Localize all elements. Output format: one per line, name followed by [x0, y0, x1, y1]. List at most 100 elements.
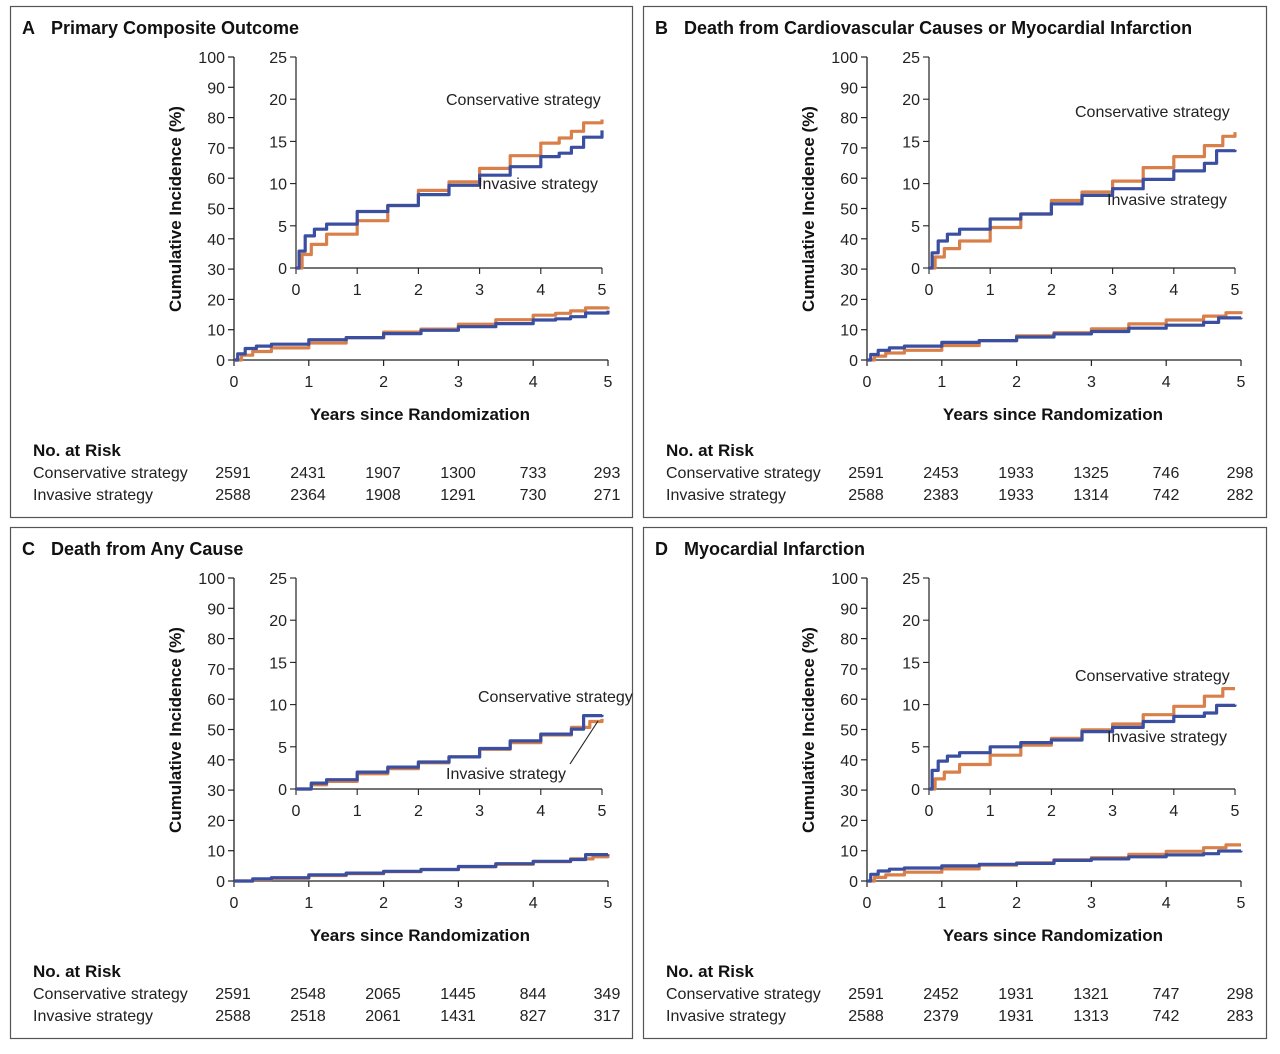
y-tick-label: 10 [207, 323, 225, 340]
x-axis-title: Years since Randomization [943, 926, 1163, 945]
inset-x-tick-label: 3 [1108, 282, 1117, 299]
risk-cell: 271 [594, 487, 621, 504]
inset-x-tick-label: 0 [292, 803, 301, 820]
y-tick-label: 20 [840, 292, 858, 309]
y-tick-label: 50 [840, 723, 858, 740]
inset-invasive-series-line [929, 149, 1237, 270]
risk-cell: 2065 [365, 986, 401, 1003]
panel-title: Primary Composite Outcome [51, 18, 299, 38]
x-tick-label: 2 [379, 374, 388, 391]
y-tick-label: 90 [840, 601, 858, 618]
inset-y-tick-label: 0 [911, 782, 920, 799]
x-tick-label: 5 [604, 895, 613, 912]
risk-row-label: Conservative strategy [666, 986, 821, 1003]
x-tick-label: 4 [1162, 895, 1171, 912]
risk-cell: 742 [1153, 1008, 1180, 1025]
risk-cell: 2591 [215, 465, 251, 482]
x-axis-title: Years since Randomization [310, 926, 530, 945]
risk-cell: 1908 [365, 487, 401, 504]
y-tick-label: 40 [840, 232, 858, 249]
x-tick-label: 3 [1087, 895, 1096, 912]
inset-x-tick-label: 5 [1231, 803, 1240, 820]
x-tick-label: 4 [1162, 374, 1171, 391]
y-tick-label: 60 [840, 692, 858, 709]
risk-cell: 733 [520, 465, 547, 482]
inset-y-tick-label: 5 [278, 740, 287, 757]
x-tick-label: 3 [454, 374, 463, 391]
y-tick-label: 70 [840, 662, 858, 679]
risk-cell: 2591 [215, 986, 251, 1003]
inset-y-tick-label: 10 [269, 698, 287, 715]
risk-table-heading: No. at Risk [33, 962, 121, 981]
x-tick-label: 5 [1237, 374, 1246, 391]
risk-table-heading: No. at Risk [666, 441, 754, 460]
chart-panel-b: B Death from Cardiovascular Causes or Myo… [642, 5, 1268, 519]
risk-cell: 844 [520, 986, 547, 1003]
risk-cell: 2379 [923, 1008, 959, 1025]
risk-cell: 1300 [440, 465, 476, 482]
inset-y-tick-label: 20 [902, 92, 920, 109]
inset-x-tick-label: 2 [414, 282, 423, 299]
inset-x-tick-label: 4 [1169, 282, 1178, 299]
inset-x-tick-label: 2 [1047, 803, 1056, 820]
inset-y-tick-label: 10 [902, 698, 920, 715]
inset-x-tick-label: 3 [1108, 803, 1117, 820]
x-tick-label: 1 [304, 374, 313, 391]
risk-cell: 283 [1227, 1008, 1254, 1025]
risk-cell: 2431 [290, 465, 326, 482]
risk-cell: 2518 [290, 1008, 326, 1025]
series-label-invasive: Invasive strategy [478, 176, 598, 193]
y-tick-label: 70 [207, 141, 225, 158]
y-tick-label: 10 [840, 844, 858, 861]
panel-frame [642, 5, 1268, 519]
risk-cell: 1445 [440, 986, 476, 1003]
series-label-conservative: Conservative strategy [478, 689, 633, 706]
y-tick-label: 20 [840, 813, 858, 830]
invasive-series-line [234, 310, 610, 362]
chart-panel-d: D Myocardial Infarction010203040506070809… [642, 526, 1268, 1040]
risk-cell: 2548 [290, 986, 326, 1003]
inset-y-tick-label: 0 [911, 261, 920, 278]
risk-cell: 2364 [290, 487, 326, 504]
y-tick-label: 30 [207, 783, 225, 800]
inset-y-tick-label: 5 [911, 740, 920, 757]
inset-y-tick-label: 25 [269, 571, 287, 588]
y-tick-label: 60 [840, 171, 858, 188]
risk-cell: 2588 [848, 1008, 884, 1025]
inset-x-tick-label: 0 [925, 282, 934, 299]
panel-title: Death from Any Cause [51, 539, 243, 559]
inset-x-tick-label: 4 [1169, 803, 1178, 820]
series-label-invasive: Invasive strategy [1107, 192, 1227, 209]
risk-cell: 1933 [998, 487, 1034, 504]
inset-x-tick-label: 3 [475, 282, 484, 299]
x-tick-label: 3 [1087, 374, 1096, 391]
y-tick-label: 90 [207, 601, 225, 618]
x-tick-label: 0 [230, 895, 239, 912]
risk-row-label: Invasive strategy [666, 487, 786, 504]
panel-letter: A [22, 18, 35, 38]
risk-cell: 746 [1153, 465, 1180, 482]
x-tick-label: 5 [1237, 895, 1246, 912]
y-tick-label: 90 [207, 80, 225, 97]
y-tick-label: 100 [198, 50, 225, 67]
risk-cell: 298 [1227, 465, 1254, 482]
risk-cell: 1314 [1073, 487, 1109, 504]
y-tick-label: 90 [840, 80, 858, 97]
chart-panel-c: C Death from Any Cause0102030405060708090… [9, 526, 634, 1040]
y-tick-label: 70 [840, 141, 858, 158]
inset-y-tick-label: 15 [269, 134, 287, 151]
risk-cell: 293 [594, 465, 621, 482]
risk-cell: 1321 [1073, 986, 1109, 1003]
inset-x-tick-label: 5 [598, 803, 607, 820]
inset-x-tick-label: 5 [598, 282, 607, 299]
y-tick-label: 50 [207, 723, 225, 740]
inset-x-tick-label: 3 [475, 803, 484, 820]
panel-letter: D [655, 539, 668, 559]
inset-y-tick-label: 0 [278, 261, 287, 278]
y-tick-label: 10 [840, 323, 858, 340]
inset-y-tick-label: 20 [269, 613, 287, 630]
inset-y-tick-label: 25 [902, 571, 920, 588]
x-tick-label: 4 [529, 895, 538, 912]
risk-cell: 742 [1153, 487, 1180, 504]
inset-y-tick-label: 15 [902, 134, 920, 151]
